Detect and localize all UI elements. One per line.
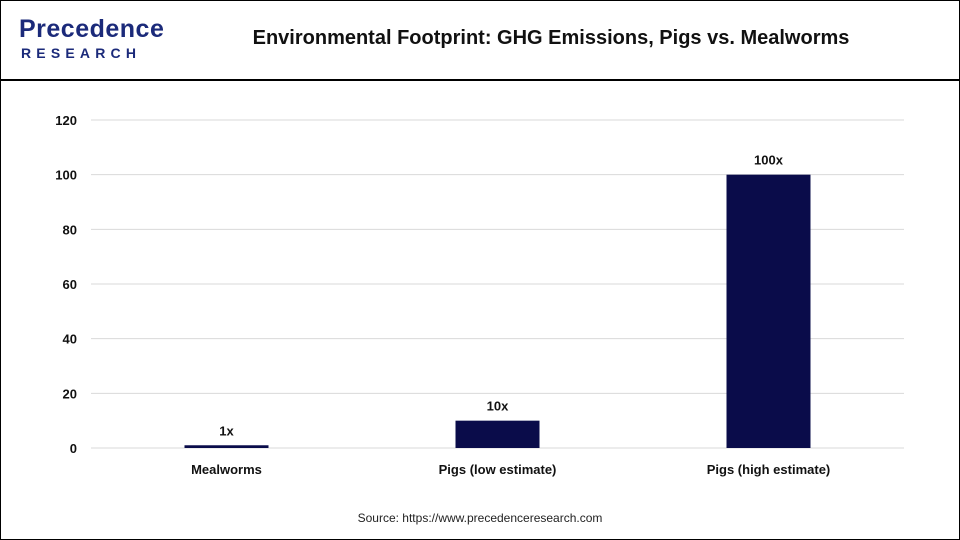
- y-tick-label: 40: [63, 332, 77, 347]
- source-note: Source: https://www.precedenceresearch.c…: [357, 511, 603, 525]
- x-category-label: Pigs (low estimate): [439, 462, 557, 477]
- data-label: 1x: [219, 423, 234, 438]
- bar: [455, 420, 540, 448]
- logo-subtitle: RESEARCH: [21, 45, 142, 61]
- header: Precedence RESEARCH Environmental Footpr…: [1, 1, 959, 81]
- y-tick-label: 60: [63, 277, 77, 292]
- logo-wordmark: Precedence: [19, 15, 165, 43]
- bar: [726, 174, 811, 448]
- y-tick-label: 80: [63, 222, 77, 237]
- y-tick-label: 120: [55, 113, 77, 128]
- x-category-label: Pigs (high estimate): [707, 462, 831, 477]
- bar-chart: 0 20 40 60 80 100 120 1x Mealworms 10x Pigs (low e…: [55, 113, 904, 477]
- chart-title: Environmental Footprint: GHG Emissions, …: [252, 27, 850, 49]
- bar: [184, 445, 269, 448]
- y-tick-label: 20: [63, 386, 77, 401]
- data-label: 10x: [487, 399, 509, 414]
- x-category-label: Mealworms: [191, 462, 262, 477]
- y-tick-label: 100: [55, 168, 77, 183]
- data-label: 100x: [754, 153, 784, 168]
- y-tick-label: 0: [70, 441, 77, 456]
- brand-logo: Precedence RESEARCH: [15, 15, 165, 65]
